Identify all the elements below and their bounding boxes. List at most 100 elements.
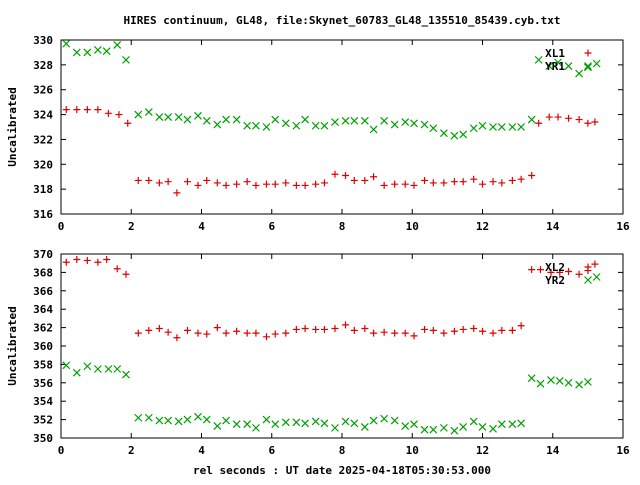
data-point [342,321,350,329]
data-point [145,176,153,184]
data-point [350,176,358,184]
data-point [145,326,153,334]
data-point [459,325,467,333]
data-point [103,256,111,264]
data-point [534,55,543,64]
data-point [155,179,163,187]
data-point [320,419,329,428]
data-point [213,179,221,187]
data-point [439,423,448,432]
data-point [262,123,271,131]
x-tick-label: 10 [406,220,419,233]
data-point [450,178,458,186]
data-point [429,179,437,187]
data-point [498,179,506,187]
data-point [421,176,429,184]
data-point [243,121,252,130]
data-point [62,258,70,266]
data-point [281,119,290,128]
plot-frame [60,39,624,215]
y-tick-label: 362 [33,322,53,335]
data-point [134,413,143,422]
data-point [252,121,260,130]
data-point [271,420,280,429]
data-point [342,171,350,179]
data-point [380,181,388,189]
data-point [331,170,339,178]
data-point [350,116,359,125]
data-point [370,173,378,181]
data-point [134,176,142,184]
data-point [124,119,132,127]
x-tick-label: 14 [546,220,560,233]
x-tick-label: 12 [476,220,489,233]
series-yr2 [62,273,601,435]
data-point [252,181,260,189]
data-point [545,62,554,71]
data-point [213,120,222,129]
y-tick-label: 352 [33,414,53,427]
data-point [439,129,448,138]
data-point [301,115,310,124]
data-point [301,325,309,333]
data-point [232,420,241,429]
y-axis-label: Uncalibrated [6,306,19,385]
x-tick-label: 6 [268,444,275,457]
data-point [547,268,555,276]
data-point [497,420,506,429]
data-point [575,380,584,389]
data-point [535,119,543,127]
data-point [73,256,81,264]
panel-2: 0 2 4 6 8 10 12 14 16 350 352 354 356 358 360 362 364 366… [6,248,630,457]
y-tick-label: 318 [33,183,53,196]
data-point [222,416,231,425]
data-point [292,325,300,333]
legend-label: XL2 [545,261,565,274]
data-point [94,106,102,114]
legend-marker [584,49,592,57]
data-point [554,113,562,121]
data-point [410,181,418,189]
data-point [592,59,601,68]
data-point [440,179,448,187]
data-point [527,115,536,124]
data-point [243,178,251,186]
data-point [301,419,310,428]
data-point [350,326,358,334]
data-point [360,423,369,431]
data-point [183,178,191,186]
data-point [575,270,583,278]
data-point [564,62,573,71]
data-point [380,328,388,336]
series-xl1 [62,106,599,197]
data-point [401,422,410,430]
data-point [292,121,301,130]
data-point [115,111,123,119]
data-point [420,425,429,434]
data-point [144,108,153,117]
data-point [469,417,478,426]
data-point [93,46,102,54]
data-point [72,48,81,57]
data-point [94,258,102,266]
x-tick-label: 12 [476,444,489,457]
data-point [390,120,399,129]
x-tick-label: 2 [128,444,135,457]
data-point [489,424,497,433]
data-point [410,119,418,128]
data-point [489,123,497,131]
data-point [331,423,339,432]
data-point [122,270,130,278]
x-tick-label: 2 [128,220,135,233]
data-point [459,130,468,139]
data-point [410,332,418,340]
data-point [102,47,111,56]
data-point [233,327,241,335]
data-point [459,423,468,431]
data-point [450,131,459,140]
data-point [155,113,164,121]
data-point [508,420,517,429]
data-point [528,171,536,179]
data-point [183,115,192,124]
data-point [341,417,350,426]
